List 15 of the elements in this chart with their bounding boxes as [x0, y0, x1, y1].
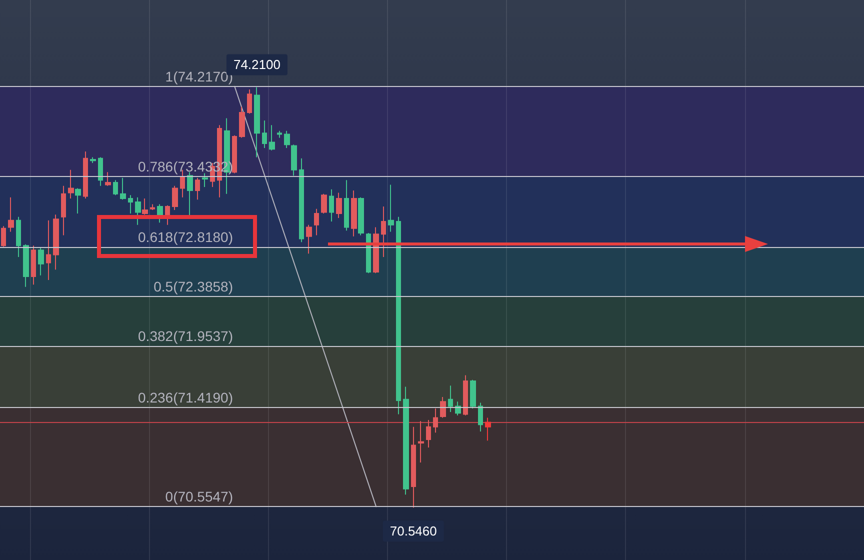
annotation: 70.5460: [390, 524, 437, 539]
y-tick-label: (74.2170): [173, 68, 233, 84]
annotation: 0.786: [138, 158, 174, 174]
annotation: 74.2100: [233, 57, 280, 72]
y-tick-label: (72.3858): [173, 278, 233, 295]
y-tick-label: (71.4190): [173, 389, 233, 406]
annotation: 0.236: [138, 389, 174, 406]
annotation: 1: [165, 68, 174, 84]
y-tick-label: (70.5547): [173, 488, 233, 505]
y-tick-label: (72.8180): [173, 228, 233, 245]
annotation: 0.5: [154, 278, 174, 295]
annotation: 0.382: [138, 328, 174, 344]
annotation: 0.618: [138, 228, 174, 245]
annotation: 0: [165, 488, 174, 505]
y-tick-label: (71.9537): [173, 328, 233, 344]
